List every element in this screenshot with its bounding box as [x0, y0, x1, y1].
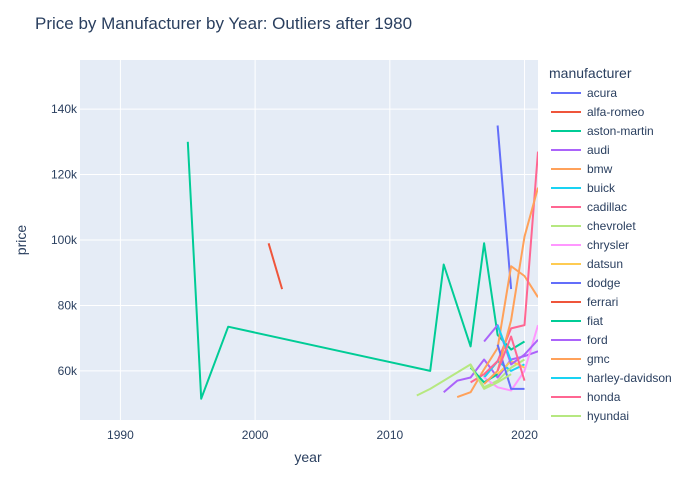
series-line-ferrari — [267, 243, 284, 290]
series-line-harley-davidson — [496, 324, 513, 362]
legend-label: buick — [587, 181, 616, 195]
legend-item-cadillac[interactable]: cadillac — [551, 200, 627, 214]
legend-label: gmc — [587, 352, 610, 366]
legend-label: chrysler — [587, 238, 629, 252]
legend-item-gmc[interactable]: gmc — [551, 352, 610, 366]
legend-item-harley-davidson[interactable]: harley-davidson — [551, 371, 672, 385]
legend-label: chevrolet — [587, 219, 636, 233]
legend-item-alfa-romeo[interactable]: alfa-romeo — [551, 105, 645, 119]
legend-title: manufacturer — [549, 65, 632, 81]
y-tick-label: 120k — [51, 168, 78, 182]
chart-title: Price by Manufacturer by Year: Outliers … — [35, 14, 412, 33]
legend-item-buick[interactable]: buick — [551, 181, 616, 195]
legend-item-aston-martin[interactable]: aston-martin — [551, 124, 654, 138]
y-tick-label: 80k — [58, 298, 78, 312]
x-tick-label: 2010 — [376, 428, 403, 442]
legend-label: bmw — [587, 162, 613, 176]
legend-item-datsun[interactable]: datsun — [551, 257, 623, 271]
legend-label: harley-davidson — [587, 371, 672, 385]
series-line-acura — [496, 125, 513, 290]
series-line-ford — [483, 324, 538, 366]
x-axis-ticks: 1990 2000 2010 2020 — [107, 428, 538, 442]
legend-item-ford[interactable]: ford — [551, 333, 608, 347]
y-tick-label: 140k — [51, 102, 78, 116]
legend-item-hyundai[interactable]: hyundai — [551, 409, 629, 423]
y-axis-ticks: 60k 80k 100k 120k 140k — [51, 102, 78, 378]
x-tick-label: 2020 — [511, 428, 538, 442]
y-tick-label: 100k — [51, 233, 78, 247]
series-line-hyundai — [469, 365, 512, 390]
legend-label: honda — [587, 390, 621, 404]
legend-item-chrysler[interactable]: chrysler — [551, 238, 629, 252]
y-axis-title: price — [13, 225, 29, 256]
legend-item-honda[interactable]: honda — [551, 390, 621, 404]
legend-item-acura[interactable]: acura — [551, 86, 617, 100]
legend-item-ferrari[interactable]: ferrari — [551, 295, 618, 309]
legend-label: audi — [587, 143, 610, 157]
legend-label: aston-martin — [587, 124, 654, 138]
legend-label: dodge — [587, 276, 621, 290]
legend-label: alfa-romeo — [587, 105, 645, 119]
legend-item-fiat[interactable]: fiat — [551, 314, 604, 328]
x-tick-label: 1990 — [107, 428, 134, 442]
legend-label: datsun — [587, 257, 623, 271]
legend-label: acura — [587, 86, 617, 100]
legend-item-dodge[interactable]: dodge — [551, 276, 621, 290]
legend-item-bmw[interactable]: bmw — [551, 162, 613, 176]
legend-label: ferrari — [587, 295, 618, 309]
legend-label: hyundai — [587, 409, 629, 423]
grid — [80, 60, 538, 420]
x-tick-label: 2000 — [242, 428, 269, 442]
series-line-gmc — [483, 187, 538, 385]
series-layer — [186, 125, 538, 400]
legend: acura alfa-romeo aston-martin audi bmw buick c… — [551, 86, 672, 423]
series-line-honda — [496, 335, 526, 381]
legend-label: cadillac — [587, 200, 627, 214]
legend-label: fiat — [587, 314, 604, 328]
legend-item-audi[interactable]: audi — [551, 143, 610, 157]
x-axis-title: year — [294, 449, 322, 465]
legend-label: ford — [587, 333, 608, 347]
y-tick-label: 60k — [58, 364, 78, 378]
legend-item-chevrolet[interactable]: chevrolet — [551, 219, 636, 233]
